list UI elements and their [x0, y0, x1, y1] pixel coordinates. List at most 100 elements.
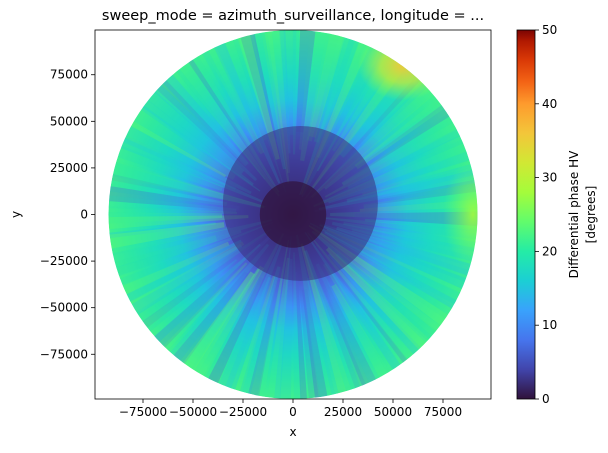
colorbar-tick-label: 50	[542, 23, 557, 37]
x-tick-label: −25000	[219, 405, 267, 419]
radar-ray	[306, 30, 342, 142]
radar-ray	[201, 38, 265, 155]
radar-ray	[129, 228, 272, 328]
radar-ray	[108, 205, 238, 215]
x-tick-label: 0	[289, 405, 297, 419]
radar-ray	[341, 108, 462, 186]
radar-ray	[177, 271, 255, 378]
radar-ray	[340, 99, 458, 183]
radar-ray	[298, 30, 319, 150]
radar-ray	[295, 272, 308, 399]
radar-ray	[135, 232, 269, 334]
radar-ray	[283, 30, 297, 136]
radar-ray	[108, 230, 242, 280]
colorbar-gradient	[517, 30, 535, 399]
radar-ray	[170, 61, 266, 180]
radar-ray	[133, 100, 261, 192]
radar-ray	[186, 268, 260, 381]
plot-area: −75000 −50000 −25000 0 25000 50000 75000 75000…	[9, 29, 492, 439]
y-tick-label: −25000	[40, 254, 88, 268]
radar-ray	[266, 257, 290, 399]
radar-ray	[237, 30, 277, 141]
radar-ray	[347, 124, 469, 189]
radar-ray	[302, 289, 330, 399]
y-tick-label: 50000	[50, 114, 88, 128]
radar-ray	[299, 288, 320, 399]
y-tick-label: 0	[80, 208, 88, 222]
radar-core-inner	[259, 181, 327, 248]
x-tick-label: −50000	[169, 405, 217, 419]
radar-ray	[122, 241, 245, 317]
x-axis-label: x	[289, 425, 296, 439]
x-tick-label: 25000	[324, 405, 362, 419]
y-tick-label: 25000	[50, 161, 88, 175]
radar-ray	[114, 131, 237, 190]
radar-ray	[306, 277, 349, 399]
x-tick-label: −75000	[119, 405, 167, 419]
radar-ray	[304, 250, 364, 399]
radar-ray	[320, 279, 381, 395]
radar-ray	[108, 142, 224, 192]
colorbar-tick-label: 10	[542, 318, 557, 332]
radar-rays	[108, 30, 478, 399]
radar-ray	[336, 226, 478, 279]
radar-ray	[362, 156, 478, 196]
radar-ray	[140, 85, 245, 174]
radar-ray	[108, 212, 223, 225]
radar-ray	[108, 194, 237, 213]
colorbar-tick-label: 20	[542, 244, 557, 258]
radar-ray	[323, 263, 402, 381]
y-axis-ticks: 75000 50000 25000 0 −25000 −50000 −75000	[40, 68, 95, 361]
radar-ray	[108, 226, 230, 258]
x-tick-label: 50000	[374, 405, 412, 419]
radar-ray	[315, 263, 384, 391]
radar-ray	[300, 243, 355, 399]
radar-ray	[118, 239, 242, 307]
radar-ray	[150, 73, 251, 174]
radar-ray	[232, 275, 276, 399]
radar-ray	[351, 228, 478, 269]
x-tick-label: 75000	[424, 405, 462, 419]
radar-ray	[315, 244, 413, 370]
radar-ray	[354, 93, 452, 170]
radar-hotspot	[443, 159, 478, 270]
y-tick-label: −75000	[40, 347, 88, 361]
radar-ray	[292, 30, 300, 155]
radar-ray	[309, 30, 348, 138]
radar-ray	[255, 240, 289, 399]
radar-ray	[237, 266, 281, 399]
radar-ray	[199, 233, 285, 391]
colorbar-label-line1: Differential phase HV	[567, 150, 581, 278]
radar-ray	[313, 30, 359, 143]
colorbar-ticks: 0 10 20 30 40 50	[535, 23, 557, 406]
radar-ray	[278, 30, 291, 154]
radar-ray	[164, 243, 270, 368]
radar-ray	[108, 222, 216, 240]
radar-ray	[123, 243, 243, 320]
radar-ray	[278, 258, 293, 399]
y-tick-label: −50000	[40, 301, 88, 315]
radar-ray	[246, 268, 283, 399]
radar-ray	[293, 252, 302, 399]
radar-ray	[124, 104, 236, 180]
radar-ray	[331, 283, 395, 386]
radar-ray	[219, 31, 268, 141]
radar-ray	[118, 121, 252, 195]
radar-ray	[108, 178, 228, 207]
radar-ray	[135, 94, 254, 186]
radar-ray	[114, 241, 230, 299]
y-axis-label: y	[9, 211, 23, 218]
radar-ray	[108, 215, 249, 230]
radar-ray	[234, 30, 280, 160]
chart-title: sweep_mode = azimuth_surveillance, longi…	[102, 8, 484, 24]
radar-ray	[197, 42, 261, 153]
radar-field	[108, 30, 478, 399]
radar-ray	[108, 235, 218, 279]
colorbar-tick-label: 30	[542, 171, 557, 185]
radar-ray	[327, 253, 428, 362]
radar-ray	[204, 277, 265, 392]
radar-ray	[296, 30, 317, 133]
colorbar-frame	[516, 29, 536, 400]
radar-ray	[108, 184, 240, 211]
